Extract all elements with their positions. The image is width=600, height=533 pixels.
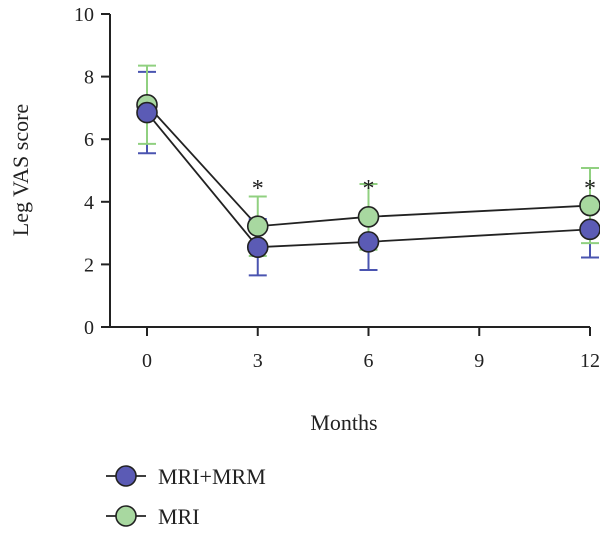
y-tick-label: 8 xyxy=(84,67,94,89)
legend-marker xyxy=(115,465,137,487)
y-tick-label: 2 xyxy=(84,254,94,276)
data-point xyxy=(246,236,269,258)
y-tick-label: 6 xyxy=(84,129,94,151)
significance-star: * xyxy=(584,176,596,202)
x-tick-label: 6 xyxy=(364,350,374,372)
data-point xyxy=(579,218,600,241)
y-tick-label: 10 xyxy=(74,4,94,26)
x-tick-label: 9 xyxy=(474,350,484,372)
data-point xyxy=(357,206,380,228)
data-point xyxy=(579,194,600,217)
legend-label: MRI xyxy=(158,504,200,529)
legend: MRI+MRM MRI xyxy=(106,464,266,529)
significance-star: * xyxy=(252,176,264,202)
x-axis-title: Months xyxy=(310,410,377,435)
x-tick-label: 3 xyxy=(253,350,263,372)
series-line xyxy=(146,104,591,228)
y-tick-label: 0 xyxy=(84,317,94,339)
series-line xyxy=(146,112,591,249)
axes: 0 2 4 6 8 10 0 3 6 9 12 xyxy=(74,4,600,372)
data-point xyxy=(357,231,380,253)
data-points xyxy=(136,93,600,258)
data-point xyxy=(136,101,158,124)
y-tick-label: 4 xyxy=(84,192,94,214)
legend-label: MRI+MRM xyxy=(158,464,266,489)
data-point xyxy=(246,215,269,238)
significance-markers: * * * xyxy=(252,176,596,202)
significance-star: * xyxy=(363,176,375,202)
series-lines xyxy=(146,104,591,249)
legend-marker xyxy=(115,505,137,527)
x-tick-label: 0 xyxy=(142,350,152,372)
x-tick-label: 12 xyxy=(580,350,600,372)
y-axis-title: Leg VAS score xyxy=(8,104,33,236)
